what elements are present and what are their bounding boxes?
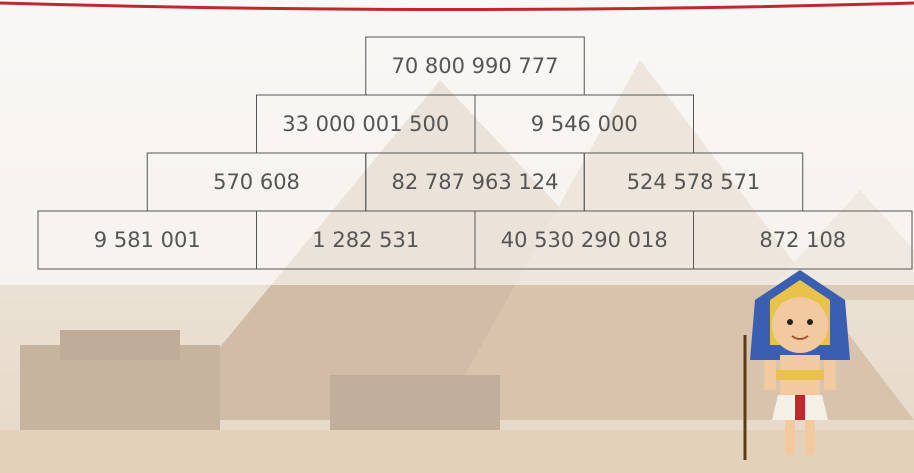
cell-number: 9 581 001 [94,228,201,252]
scene: 70 800 990 777 33 000 001 500 9 546 000 570… [0,0,914,473]
puzzle-screen: 70 800 990 777 33 000 001 500 9 546 000 570… [0,0,914,473]
cell-number: 9 546 000 [531,112,638,136]
cell-number: 570 608 [213,170,300,194]
cell-number: 70 800 990 777 [392,54,559,78]
cell-number: 1 282 531 [312,228,419,252]
cell-number: 33 000 001 500 [282,112,449,136]
cell-number: 40 530 290 018 [501,228,668,252]
cell-number: 524 578 571 [627,170,761,194]
cell-number: 82 787 963 124 [392,170,559,194]
cell-number: 872 108 [759,228,846,252]
